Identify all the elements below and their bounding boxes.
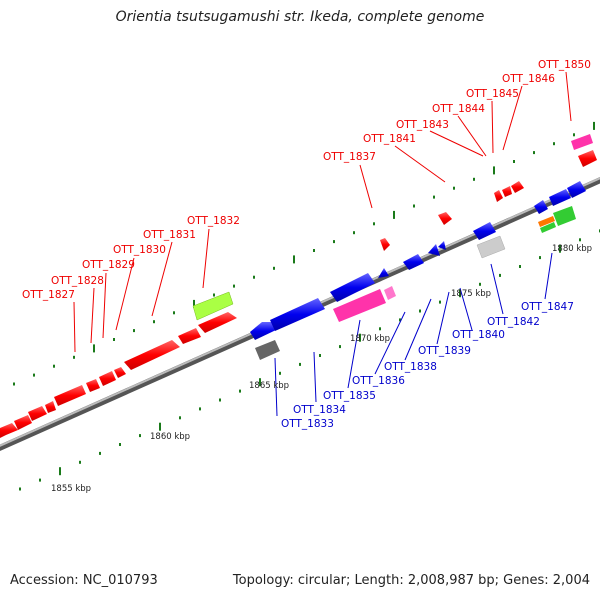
scale-label: 1865 kbp (249, 381, 289, 391)
gene-label[interactable]: OTT_1829 (82, 259, 135, 271)
leader-line (429, 130, 484, 157)
gene-arrow[interactable] (86, 379, 100, 392)
gene-arrow[interactable] (124, 340, 180, 370)
leader-line (394, 145, 446, 183)
gene-arrow[interactable] (114, 367, 126, 378)
gene-label[interactable]: OTT_1840 (452, 329, 505, 341)
gene-arrow[interactable] (178, 328, 201, 344)
green-feature[interactable] (540, 222, 556, 233)
lime-feature[interactable] (192, 291, 234, 321)
grey-feature[interactable] (255, 340, 280, 360)
map-title: Orientia tsutsugamushi str. Ikeda, compl… (115, 9, 485, 25)
gene-arrow[interactable] (438, 212, 452, 225)
gene-label[interactable]: OTT_1847 (521, 301, 574, 313)
leader-line (457, 115, 487, 157)
gene-label[interactable]: OTT_1839 (418, 345, 471, 357)
leader-line (459, 287, 473, 331)
forward-gene-labels: OTT_1827 OTT_1828 OTT_1829 OTT_1830 OTT_… (22, 59, 591, 301)
gene-label[interactable]: OTT_1845 (466, 88, 519, 100)
leader-line (151, 241, 173, 317)
scale-label: 1860 kbp (150, 432, 190, 442)
gene-label[interactable]: OTT_1850 (538, 59, 591, 71)
leader-line (202, 228, 210, 289)
leader-line (90, 287, 95, 344)
gene-label[interactable]: OTT_1831 (143, 229, 196, 241)
leader-line (102, 272, 107, 339)
reverse-gene-labels: OTT_1833 OTT_1834 OTT_1835 OTT_1836 OTT_… (281, 301, 574, 430)
leader-line (544, 252, 553, 300)
scale-labels: 1855 kbp 1860 kbp 1865 kbp 1870 kbp 1875… (51, 244, 592, 494)
gene-label[interactable]: OTT_1833 (281, 418, 334, 430)
gene-label[interactable]: OTT_1832 (187, 215, 240, 227)
gene-label[interactable]: OTT_1843 (396, 119, 449, 131)
leader-line (274, 357, 278, 417)
leader-line (347, 319, 361, 389)
gene-label[interactable]: OTT_1834 (293, 404, 346, 416)
leader-line (374, 311, 406, 375)
leader-line (502, 85, 523, 151)
gene-label[interactable]: OTT_1841 (363, 133, 416, 145)
scale-label: 1875 kbp (451, 289, 491, 299)
leader-line (565, 71, 572, 122)
gene-arrow[interactable] (378, 268, 389, 278)
gene-label[interactable]: OTT_1835 (323, 390, 376, 402)
leader-line (490, 263, 504, 315)
scale-label: 1855 kbp (51, 484, 91, 494)
pink-feature[interactable] (384, 286, 396, 300)
gene-arrow[interactable] (330, 273, 375, 302)
leader-line (359, 164, 373, 209)
gene-arrow[interactable] (45, 401, 56, 413)
gene-arrow[interactable] (198, 312, 237, 333)
forward-strand-features (0, 134, 597, 438)
gene-label[interactable]: OTT_1844 (432, 103, 485, 115)
accession-text: Accession: NC_010793 (10, 573, 158, 588)
scale-label: 1880 kbp (552, 244, 592, 254)
gene-arrow[interactable] (578, 150, 597, 167)
gene-arrow[interactable] (438, 241, 446, 250)
scale-label: 1870 kbp (350, 334, 390, 344)
reverse-strand-features (250, 181, 586, 360)
gene-arrow[interactable] (0, 423, 18, 438)
gene-arrow[interactable] (250, 322, 276, 340)
gene-label[interactable]: OTT_1838 (384, 361, 437, 373)
gene-arrow[interactable] (14, 415, 32, 430)
leader-line (404, 298, 432, 361)
leader-line (491, 100, 494, 154)
grey-feature[interactable] (476, 235, 506, 259)
gene-arrow[interactable] (567, 181, 586, 198)
gene-arrow[interactable] (549, 189, 571, 206)
genome-summary-text: Topology: circular; Length: 2,008,987 bp… (232, 573, 590, 588)
gene-label[interactable]: OTT_1842 (487, 316, 540, 328)
leader-line (115, 257, 135, 331)
gene-arrow[interactable] (511, 181, 524, 193)
gene-arrow[interactable] (473, 222, 496, 240)
leader-line (73, 301, 76, 353)
gene-arrow[interactable] (428, 244, 440, 256)
gene-arrow[interactable] (403, 254, 424, 270)
label-leaders (73, 71, 572, 417)
pink-feature[interactable] (333, 289, 386, 322)
leader-line (436, 291, 450, 345)
gene-label[interactable]: OTT_1828 (51, 275, 104, 287)
gene-arrow[interactable] (534, 200, 548, 214)
gene-arrow[interactable] (502, 186, 512, 197)
leader-line (313, 351, 317, 403)
gene-label[interactable]: OTT_1836 (352, 375, 405, 387)
gene-label[interactable]: OTT_1830 (113, 244, 166, 256)
gene-arrow[interactable] (270, 298, 325, 331)
gene-arrow[interactable] (99, 371, 116, 386)
gene-label[interactable]: OTT_1827 (22, 289, 75, 301)
gene-arrow[interactable] (28, 406, 47, 421)
gene-label[interactable]: OTT_1846 (502, 73, 555, 85)
gene-arrow[interactable] (54, 385, 86, 406)
gene-arrow[interactable] (494, 190, 503, 202)
gene-arrow[interactable] (380, 238, 390, 251)
gene-label[interactable]: OTT_1837 (323, 151, 376, 163)
green-feature[interactable] (553, 206, 576, 226)
orange-feature[interactable] (538, 216, 555, 227)
pink-feature[interactable] (571, 134, 593, 150)
